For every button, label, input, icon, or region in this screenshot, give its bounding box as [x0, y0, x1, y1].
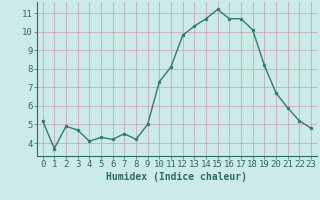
- X-axis label: Humidex (Indice chaleur): Humidex (Indice chaleur): [106, 172, 247, 182]
